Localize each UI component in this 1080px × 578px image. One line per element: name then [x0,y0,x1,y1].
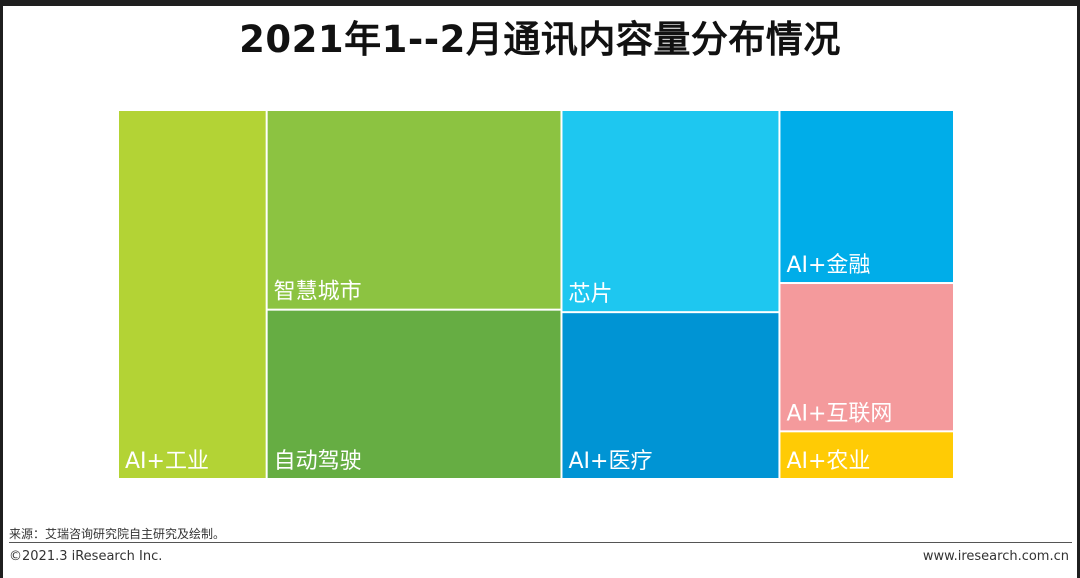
treemap-tile-label: AI+医疗 [568,449,652,474]
source-note: 来源：艾瑞咨询研究院自主研究及绘制。 [9,527,226,541]
chart-title: 2021年1--2月通讯内容量分布情况 [239,18,841,61]
treemap-tile [119,111,266,478]
copyright-text: ©2021.3 iResearch Inc. [9,549,163,564]
treemap-tile-label: 智慧城市 [274,280,362,305]
treemap-tile [780,432,953,478]
treemap-tile-label: AI+工业 [125,449,209,474]
treemap-tile-label: AI+互联网 [786,401,892,426]
treemap-tile [780,284,953,431]
treemap-tile-label: AI+农业 [786,449,870,474]
treemap-tile-label: 芯片 [568,282,612,307]
treemap-tile [562,313,779,478]
treemap-tile-label: 自动驾驶 [274,449,362,474]
treemap-tile [780,111,953,283]
treemap-tile [267,111,561,309]
treemap-tile-label: AI+金融 [786,253,870,278]
treemap-tile [267,310,561,478]
treemap-tile [562,111,779,312]
footer-divider [9,542,1072,543]
website-url: www.iresearch.com.cn [922,549,1069,564]
